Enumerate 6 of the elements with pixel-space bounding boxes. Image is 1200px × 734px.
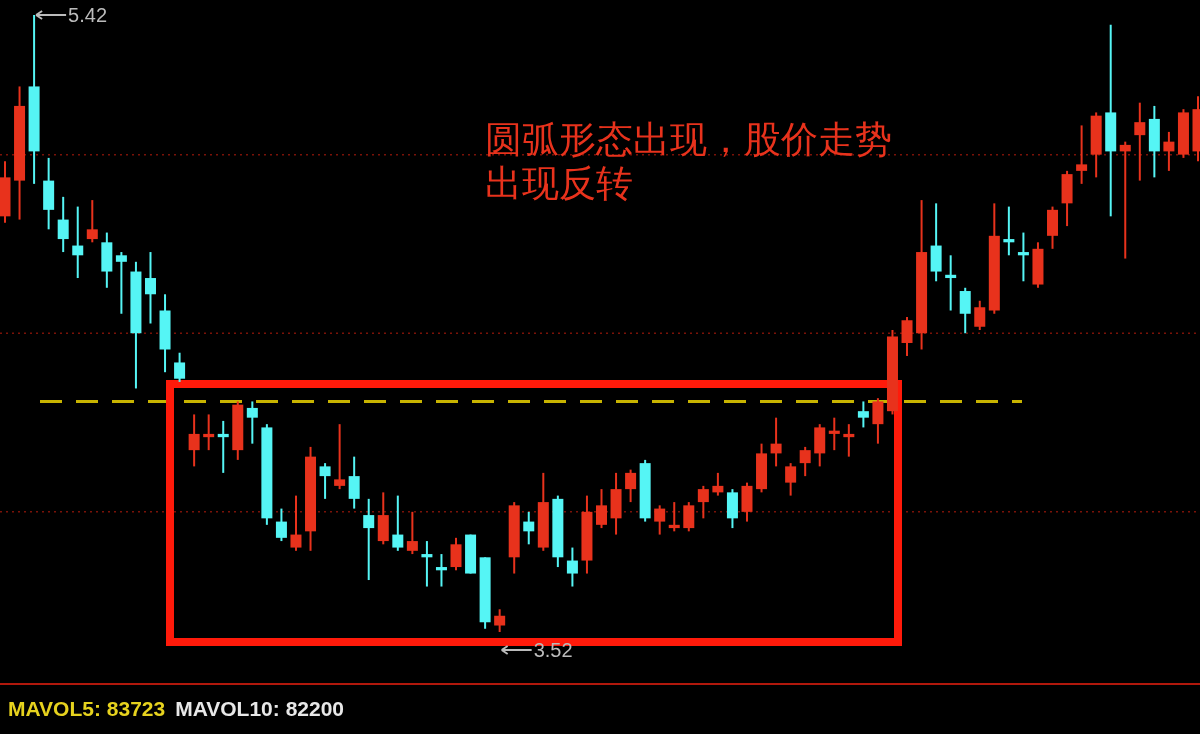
annotation: 出现反转 bbox=[485, 162, 633, 205]
text: MAVOL10: 82200 bbox=[175, 697, 345, 720]
text: MAVOL5: 83723 bbox=[8, 697, 166, 720]
annotation: 5.42 bbox=[68, 4, 108, 26]
annotation: 圆弧形态出现，股价走势 bbox=[485, 118, 892, 161]
text: 3.52 bbox=[533, 639, 573, 661]
